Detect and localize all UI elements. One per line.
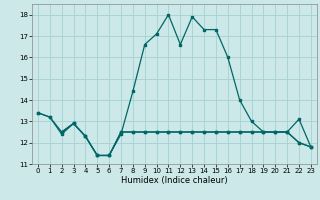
X-axis label: Humidex (Indice chaleur): Humidex (Indice chaleur) (121, 176, 228, 185)
